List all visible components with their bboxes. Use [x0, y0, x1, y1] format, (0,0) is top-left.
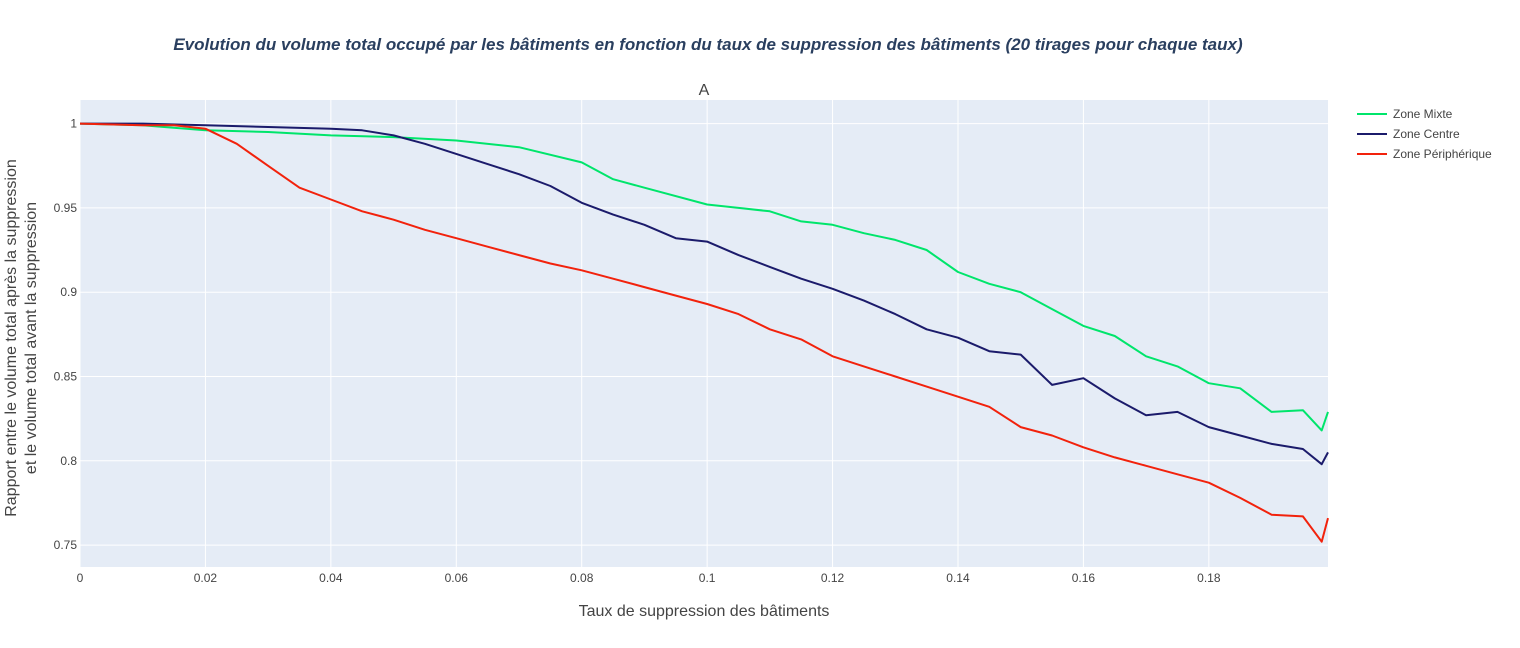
legend-label: Zone Mixte [1393, 107, 1453, 121]
x-tick-label: 0.06 [445, 571, 469, 585]
series-lines [79, 122, 1329, 543]
y-tick-label: 0.95 [54, 201, 78, 215]
y-tick-labels: 0.75 0.8 0.85 0.9 0.95 1 [54, 117, 78, 552]
x-tick-label: 0 [77, 571, 84, 585]
chart-title: Evolution du volume total occupé par les… [173, 35, 1243, 54]
y-tick-label: 0.85 [54, 369, 78, 383]
legend-label: Zone Périphérique [1393, 147, 1492, 161]
y-axis-title-line-2: et le volume total avant la suppression [23, 202, 40, 474]
x-tick-label: 0.16 [1072, 571, 1096, 585]
x-tick-label: 0.18 [1197, 571, 1221, 585]
y-tick-label: 0.9 [60, 285, 77, 299]
x-tick-label: 0.14 [946, 571, 970, 585]
x-gridlines [79, 100, 1210, 567]
y-gridlines [80, 123, 1328, 546]
x-axis-title: Taux de suppression des bâtiments [579, 603, 830, 620]
x-tick-label: 0.1 [699, 571, 716, 585]
y-tick-label: 1 [70, 117, 77, 131]
x-tick-label: 0.02 [194, 571, 218, 585]
chart-subtitle: A [699, 82, 710, 99]
series-line-3 [79, 122, 1329, 543]
y-tick-label: 0.75 [54, 538, 78, 552]
x-tick-label: 0.04 [319, 571, 343, 585]
legend: Zone Mixte Zone Centre Zone Périphérique [1357, 107, 1492, 161]
y-axis-title-line-1: Rapport entre le volume total après la s… [3, 159, 20, 517]
x-tick-labels: 0 0.02 0.04 0.06 0.08 0.1 0.12 0.14 0.16 0.18 [77, 571, 1221, 585]
plot-area [80, 100, 1328, 567]
x-tick-label: 0.08 [570, 571, 594, 585]
legend-label: Zone Centre [1393, 127, 1460, 141]
x-tick-label: 0.12 [821, 571, 845, 585]
series-line-1 [79, 122, 1329, 432]
series-line-2 [80, 122, 1329, 466]
y-tick-label: 0.8 [60, 454, 77, 468]
